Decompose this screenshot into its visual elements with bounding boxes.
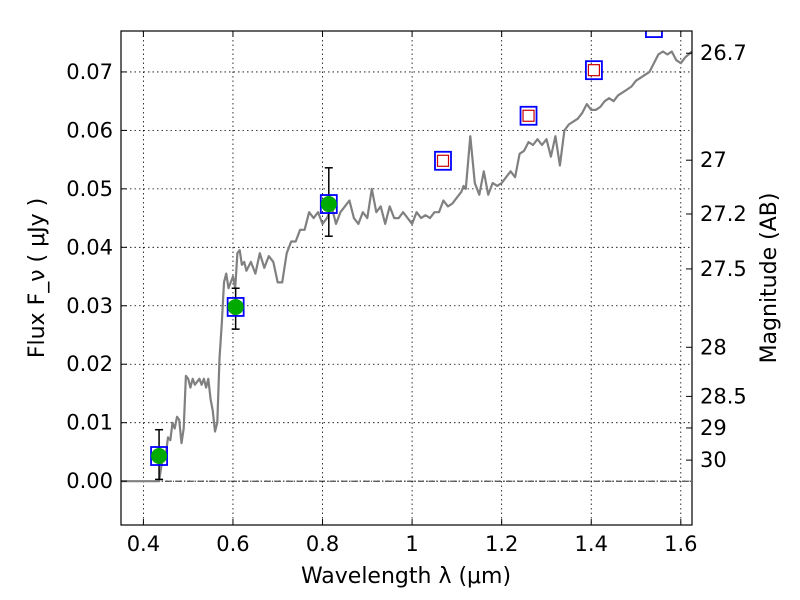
y-tick-label: 0.01 xyxy=(66,411,113,435)
spectrum-line xyxy=(121,50,692,483)
detection-point xyxy=(151,448,168,465)
right-tick-label: 27 xyxy=(700,148,727,172)
y-tick-label: 0.06 xyxy=(66,118,113,142)
upper-limit-marker xyxy=(587,64,601,77)
model-box-marker xyxy=(585,60,603,81)
x-tick-label: 0.4 xyxy=(127,532,160,556)
right-tick-label: 30 xyxy=(700,448,727,472)
x-tick-label: 1 xyxy=(405,532,418,556)
right-tick-label: 29 xyxy=(700,416,727,440)
right-tick-label: 28 xyxy=(700,335,727,359)
upper-limit-marker xyxy=(436,154,450,167)
y-tick-label: 0.05 xyxy=(66,177,113,201)
model-box-marker xyxy=(645,31,663,38)
model-box-marker xyxy=(434,150,452,171)
x-tick-label: 1.6 xyxy=(664,532,697,556)
x-tick-label: 0.8 xyxy=(306,532,339,556)
model-box-marker xyxy=(519,105,538,126)
y-axis-label: Flux F_ν ( μJy ) xyxy=(25,198,50,358)
upper-limit-marker xyxy=(522,109,535,122)
right-axis-label: Magnitude (AB) xyxy=(757,193,782,364)
y-tick-label: 0.02 xyxy=(66,352,113,376)
right-tick-label: 27.2 xyxy=(700,202,747,226)
plot-frame xyxy=(120,30,693,526)
right-tick-label: 26.7 xyxy=(700,41,747,65)
x-axis-label: Wavelength λ (μm) xyxy=(301,564,511,589)
x-tick-label: 0.6 xyxy=(216,532,249,556)
right-tick-label: 28.5 xyxy=(700,384,747,408)
detection-point xyxy=(320,196,337,213)
right-tick-label: 27.5 xyxy=(700,257,747,281)
y-tick-label: 0.03 xyxy=(66,294,113,318)
detection-point xyxy=(227,298,244,315)
x-tick-label: 1.4 xyxy=(575,532,608,556)
plot-area xyxy=(121,31,692,483)
y-tick-label: 0.07 xyxy=(66,60,113,84)
x-tick-label: 1.2 xyxy=(485,532,518,556)
axes: 0.4 0.6 0.8 1 1.2 1.4 1.6 0.00 0.01 0.02 0.03 0.04 0… xyxy=(66,31,747,556)
y-tick-label: 0.00 xyxy=(66,469,113,493)
y-tick-label: 0.04 xyxy=(66,235,113,259)
grid xyxy=(121,31,692,525)
